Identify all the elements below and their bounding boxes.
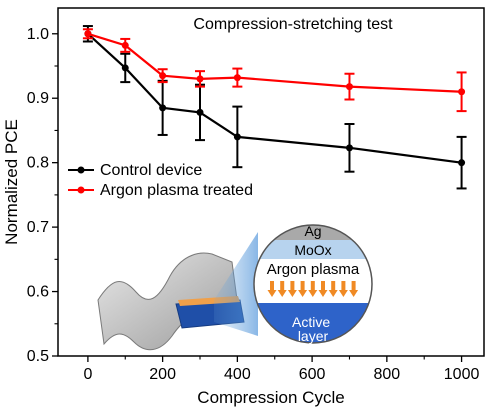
data-point — [196, 75, 204, 83]
legend: Control device Argon plasma treated — [68, 162, 253, 199]
y-axis-label: Normalized PCE — [2, 119, 21, 245]
plasma-arrow-shaft — [331, 281, 336, 290]
data-point — [196, 108, 204, 116]
legend-item-control: Control device — [68, 162, 202, 179]
plasma-arrow-shaft — [300, 281, 305, 290]
plasma-arrows — [267, 281, 359, 297]
layer-moox — [254, 240, 372, 259]
x-tick-label: 0 — [83, 366, 92, 383]
data-point — [233, 133, 241, 141]
axis-ticks — [52, 33, 463, 362]
y-tick-label: 0.6 — [27, 284, 49, 301]
data-point — [84, 30, 92, 38]
layer-label-active-line2: layer — [298, 328, 329, 344]
y-tick-label: 0.5 — [27, 348, 49, 365]
data-point — [159, 104, 167, 112]
plasma-arrow-shaft — [351, 281, 356, 290]
plot-frame — [57, 7, 485, 357]
plasma-arrow-shaft — [310, 281, 315, 290]
y-tick-label: 0.8 — [27, 155, 49, 172]
data-point — [159, 72, 167, 80]
plasma-arrow-head — [338, 290, 348, 297]
data-point — [121, 64, 129, 72]
x-tick-label: 400 — [224, 366, 251, 383]
plasma-arrow-head — [298, 290, 308, 297]
series-line — [87, 32, 462, 164]
x-axis-label: Compression Cycle — [197, 388, 344, 407]
y-tick-label: 0.7 — [27, 219, 49, 236]
plasma-arrow-head — [267, 290, 277, 297]
data-point — [345, 83, 353, 91]
plasma-arrow-shaft — [341, 281, 346, 290]
plasma-arrow-head — [318, 290, 328, 297]
legend-label-argon: Argon plasma treated — [100, 182, 253, 199]
chart-title: Compression-stretching test — [193, 16, 393, 33]
series-1 — [82, 28, 467, 113]
layer-label-argon-plasma: Argon plasma — [267, 261, 360, 278]
plasma-arrow-shaft — [270, 281, 274, 290]
legend-item-argon: Argon plasma treated — [68, 182, 253, 199]
x-tick-label: 200 — [149, 366, 176, 383]
layer-label-moox: MoOx — [294, 242, 331, 258]
magnify-beam — [214, 232, 258, 336]
y-tick-label: 1.0 — [27, 26, 49, 43]
plasma-arrow-head — [287, 290, 297, 297]
data-point — [458, 159, 466, 167]
y-tick-label: 0.9 — [27, 90, 49, 107]
layer-label-active-line1: Active — [292, 314, 330, 330]
data-point — [345, 144, 353, 152]
legend-marker-1 — [77, 186, 85, 194]
plasma-arrow-head — [277, 290, 287, 297]
data-point — [121, 41, 129, 49]
x-tick-label: 600 — [299, 366, 326, 383]
series-layer — [82, 25, 467, 190]
plasma-arrow-shaft — [290, 281, 295, 290]
x-tick-label: 800 — [373, 366, 400, 383]
layer-label-ag: Ag — [304, 223, 321, 239]
plasma-arrow-head — [308, 290, 318, 297]
plasma-arrow-shaft — [280, 281, 285, 290]
plasma-arrow-shaft — [321, 281, 325, 290]
plasma-arrow-head — [328, 290, 338, 297]
layer-label-active: Active layer — [292, 314, 334, 344]
legend-label-control: Control device — [100, 162, 202, 179]
plasma-arrow-head — [349, 290, 359, 297]
data-point — [458, 88, 466, 96]
data-point — [233, 74, 241, 82]
axis-tick-labels: 0 200 400 600 800 1000 0.5 0.6 0.7 0.8 0.9 1.0 — [27, 26, 480, 383]
series-line — [87, 32, 462, 93]
x-tick-label: 1000 — [444, 366, 480, 383]
device-inset: Ag MoOx Argon plasma Active layer — [97, 223, 373, 351]
legend-marker-0 — [77, 166, 85, 174]
